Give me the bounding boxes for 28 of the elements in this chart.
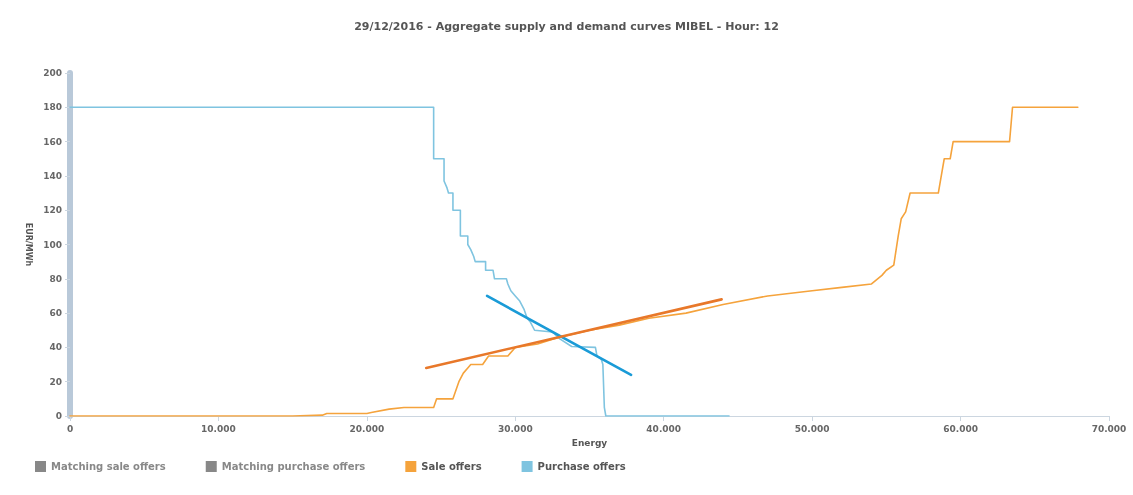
legend-label: Matching sale offers	[51, 461, 166, 472]
y-tick-label: 20	[49, 376, 62, 387]
x-axis-title: Energy	[571, 437, 608, 448]
chart-title: 29/12/2016 - Aggregate supply and demand curves MIBEL - Hour: 12	[354, 20, 779, 33]
y-axis-title: EUR/MWh	[23, 222, 33, 267]
y-tick-label: 40	[49, 342, 62, 353]
y-tick-label: 180	[43, 102, 62, 113]
y-tick-label: 100	[43, 239, 62, 250]
y-tick-label: 80	[49, 273, 62, 284]
y-tick-label: 140	[43, 170, 62, 181]
line-series	[69, 106, 730, 417]
y-tick-label: 120	[43, 205, 62, 216]
x-tick-label: 30.000	[497, 423, 533, 434]
y-tick-label: 200	[43, 68, 62, 78]
legend-label: Sale offers	[421, 461, 482, 472]
x-tick-label: 40.000	[646, 423, 682, 434]
legend-label: Matching purchase offers	[221, 461, 366, 472]
x-tick-label: 70.000	[1091, 423, 1127, 434]
x-tick-label: 60.000	[943, 423, 978, 434]
x-tick-label: 20.000	[349, 423, 385, 434]
line-series	[69, 106, 1079, 417]
legend-label: Purchase offers	[537, 461, 626, 472]
x-tick-label: 0	[66, 423, 74, 434]
y-tick-label: 0	[55, 411, 62, 421]
x-tick-label: 10.000	[201, 423, 236, 434]
y-tick-label: 60	[49, 308, 62, 319]
y-tick-label: 160	[43, 136, 62, 147]
x-tick-label: 50.000	[794, 423, 830, 434]
